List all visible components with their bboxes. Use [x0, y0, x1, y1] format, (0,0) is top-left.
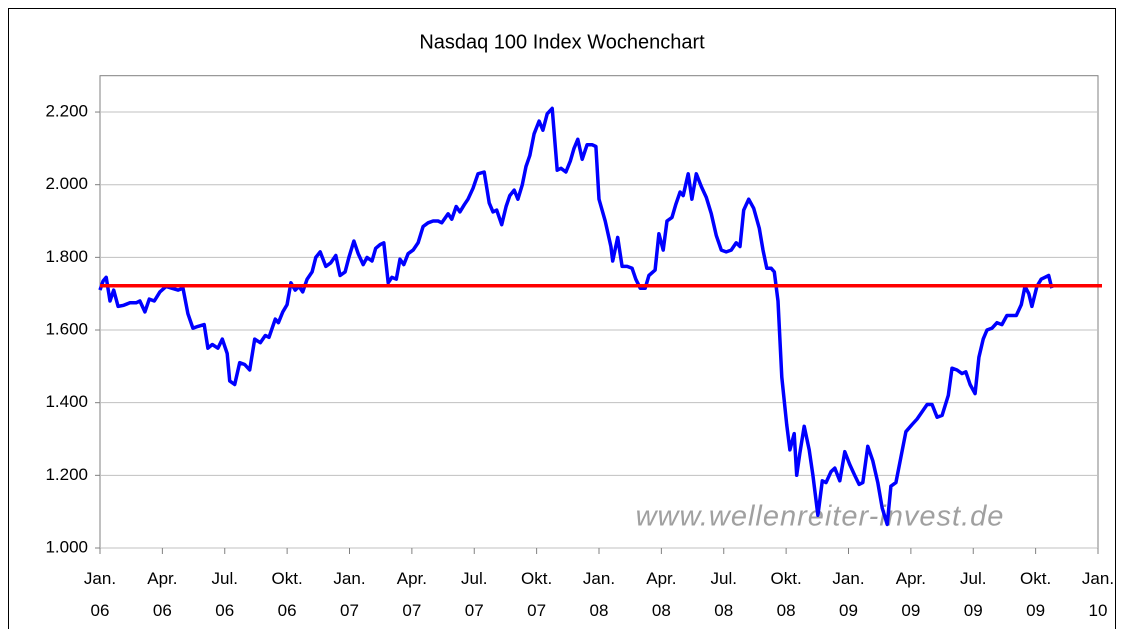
plot-area [99, 75, 1099, 549]
x-tick-label: Jan. 07 [333, 569, 365, 620]
x-tick-label: Jul. 08 [711, 569, 737, 620]
x-tick-label: Apr. 09 [896, 569, 926, 620]
x-tick-label: Okt. 09 [1020, 569, 1051, 620]
x-tick-label: Okt. 06 [272, 569, 303, 620]
x-tick-label: Jan. 09 [832, 569, 864, 620]
data-line [98, 106, 1054, 527]
chart-title: Nasdaq 100 Index Wochenchart [419, 31, 705, 53]
x-tick-label: Jul. 06 [212, 569, 238, 620]
x-tick-label: Okt. 08 [771, 569, 802, 620]
x-tick-label: Jul. 07 [461, 569, 487, 620]
x-tick-label: Jan. 06 [84, 569, 116, 620]
x-tick-label: Apr. 08 [646, 569, 676, 620]
y-tick-label: 1.200 [45, 465, 88, 484]
y-tick-label: 1.400 [45, 392, 88, 411]
x-tick-label: Jul. 09 [960, 569, 986, 620]
y-tick-label: 2.200 [45, 102, 88, 121]
x-tick-label: Jan. 10 [1082, 569, 1114, 620]
y-tick-label: 1.800 [45, 247, 88, 266]
y-tick-label: 1.000 [45, 537, 88, 556]
y-tick-label: 2.000 [45, 174, 88, 193]
x-tick-label: Apr. 07 [397, 569, 427, 620]
x-tick-label: Apr. 06 [147, 569, 177, 620]
x-tick-label: Jan. 08 [583, 569, 615, 620]
y-tick-label: 1.600 [45, 319, 88, 338]
x-tick-label: Okt. 07 [521, 569, 552, 620]
